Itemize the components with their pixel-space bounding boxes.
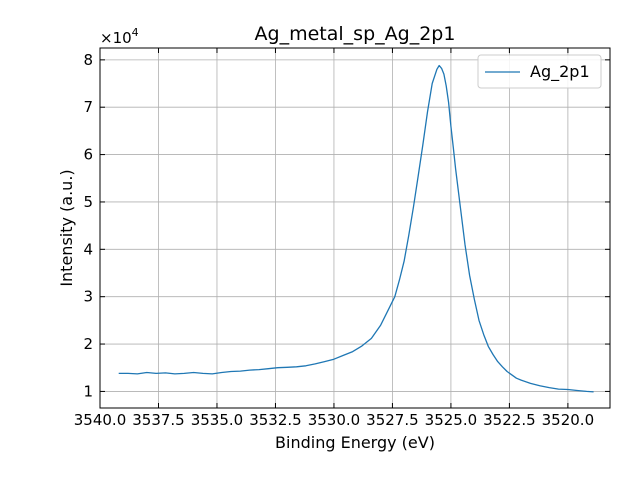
y-scale-multiplier: ×104 [100,26,139,47]
legend: Ag_2p1 [477,54,602,89]
series-line-Ag_2p1 [118,64,594,393]
x-tick-label: 3530.0 [308,411,361,429]
y-scale-base: ×10 [100,29,132,47]
x-tick-label: 3522.5 [483,411,536,429]
y-tick-label: 5 [83,193,93,211]
x-tick-label: 3537.5 [132,411,185,429]
y-tick-label: 6 [83,146,93,164]
x-tick-label: 3532.5 [249,411,302,429]
grid [99,48,610,408]
x-tick-label: 3540.0 [74,411,127,429]
x-tick-label: 3527.5 [366,411,419,429]
y-tick-label: 7 [83,98,93,116]
x-tick-label: 3525.0 [425,411,478,429]
legend-box [477,54,602,89]
legend-label: Ag_2p1 [530,62,590,82]
x-tick-label: 3535.0 [191,411,244,429]
x-axis-label: Binding Energy (eV) [275,433,435,452]
x-tick-label: 3520.0 [542,411,595,429]
chart-title: Ag_metal_sp_Ag_2p1 [255,23,456,45]
y-tick-label: 2 [83,335,93,353]
y-tick-label: 8 [83,51,93,69]
y-tick-label: 1 [83,382,93,400]
series-layer [118,64,594,393]
y-axis-label: Intensity (a.u.) [57,169,76,286]
y-tick-label: 4 [83,240,93,258]
y-scale-exponent: 4 [132,26,139,39]
plot-area-frame [99,47,611,409]
ticks: 3540.0 3537.5 3535.0 3532.5 3530.0 3527.5 3525… [74,48,610,429]
y-tick-label: 3 [83,288,93,306]
